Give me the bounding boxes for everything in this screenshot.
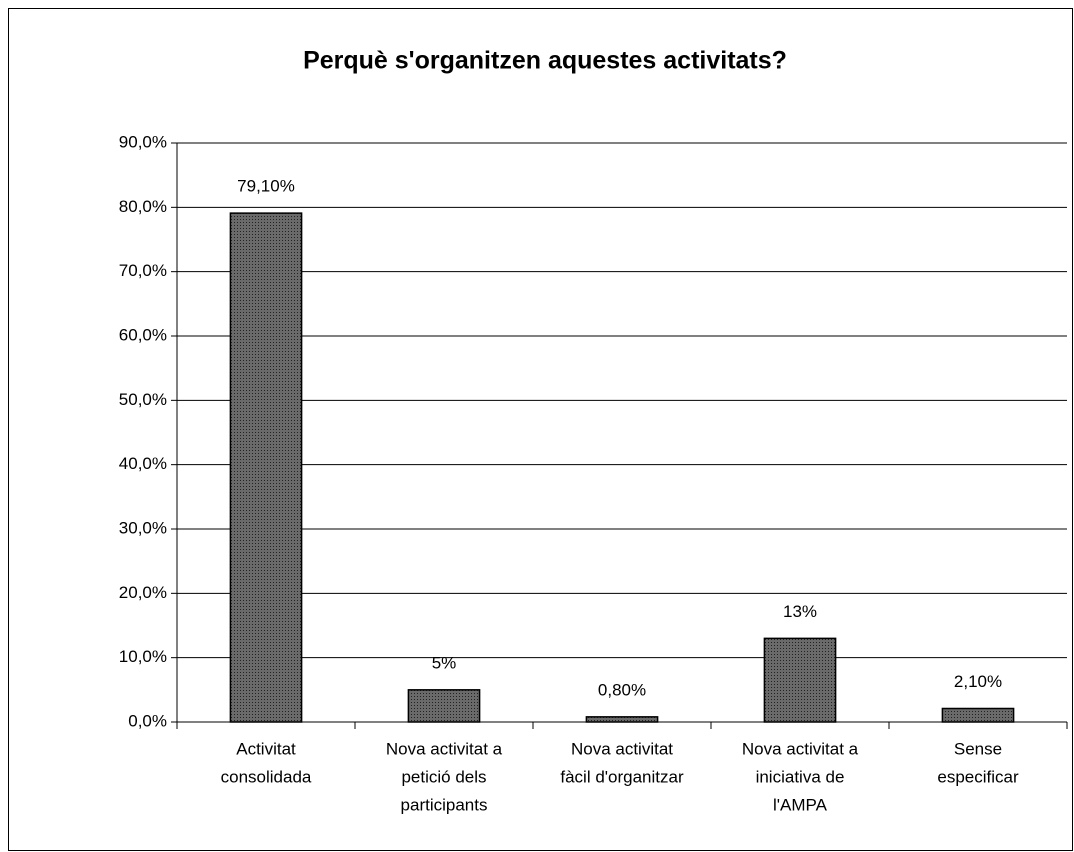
bar bbox=[229, 212, 303, 723]
x-tick-label: Activitat bbox=[236, 739, 296, 758]
bar bbox=[407, 689, 481, 723]
data-label: 13% bbox=[783, 602, 817, 621]
y-tick-label: 20,0% bbox=[119, 583, 167, 602]
y-tick-label: 70,0% bbox=[119, 261, 167, 280]
y-tick-label: 10,0% bbox=[119, 647, 167, 666]
bar bbox=[763, 637, 837, 723]
y-tick-label: 80,0% bbox=[119, 197, 167, 216]
data-label: 5% bbox=[432, 653, 457, 672]
data-label: 79,10% bbox=[237, 177, 295, 196]
y-tick-label: 50,0% bbox=[119, 390, 167, 409]
x-tick-label: Nova activitat a bbox=[742, 739, 859, 758]
x-tick-label: Nova activitat a bbox=[386, 739, 503, 758]
x-tick-label: iniciativa de bbox=[756, 767, 845, 786]
bar bbox=[585, 716, 659, 723]
y-tick-label: 60,0% bbox=[119, 325, 167, 344]
x-tick-label: petició dels bbox=[401, 767, 486, 786]
data-label: 0,80% bbox=[598, 680, 646, 699]
data-label: 2,10% bbox=[954, 672, 1002, 691]
y-tick-label: 40,0% bbox=[119, 454, 167, 473]
x-tick-label: fàcil d'organitzar bbox=[560, 767, 684, 786]
chart-frame bbox=[8, 8, 1073, 851]
bar bbox=[941, 707, 1015, 723]
y-tick-label: 90,0% bbox=[119, 132, 167, 151]
x-tick-label: Sense bbox=[954, 739, 1002, 758]
x-tick-label: Nova activitat bbox=[571, 739, 673, 758]
x-tick-label: consolidada bbox=[221, 767, 312, 786]
y-tick-label: 0,0% bbox=[128, 711, 167, 730]
y-tick-label: 30,0% bbox=[119, 518, 167, 537]
x-tick-label: l'AMPA bbox=[773, 795, 828, 814]
chart-title: Perquè s'organitzen aquestes activitats? bbox=[303, 47, 787, 75]
x-tick-label: participants bbox=[401, 795, 488, 814]
x-tick-label: especificar bbox=[937, 767, 1019, 786]
